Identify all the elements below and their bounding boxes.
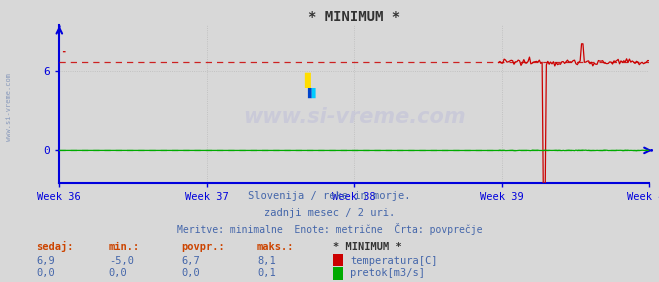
Text: maks.:: maks.: xyxy=(257,242,295,252)
Text: Meritve: minimalne  Enote: metrične  Črta: povprečje: Meritve: minimalne Enote: metrične Črta:… xyxy=(177,223,482,235)
Text: ▌: ▌ xyxy=(307,88,315,98)
Text: ▐: ▐ xyxy=(299,73,310,88)
Text: 0,0: 0,0 xyxy=(109,268,127,278)
Text: pretok[m3/s]: pretok[m3/s] xyxy=(350,268,425,278)
Text: temperatura[C]: temperatura[C] xyxy=(350,256,438,266)
Text: -5,0: -5,0 xyxy=(109,256,134,266)
Text: povpr.:: povpr.: xyxy=(181,242,225,252)
Text: 8,1: 8,1 xyxy=(257,256,275,266)
Text: 0,0: 0,0 xyxy=(181,268,200,278)
Text: www.si-vreme.com: www.si-vreme.com xyxy=(5,73,12,141)
Text: www.si-vreme.com: www.si-vreme.com xyxy=(243,107,465,127)
Text: 0,1: 0,1 xyxy=(257,268,275,278)
Title: * MINIMUM *: * MINIMUM * xyxy=(308,10,400,24)
Text: * MINIMUM *: * MINIMUM * xyxy=(333,242,401,252)
Text: 6,9: 6,9 xyxy=(36,256,55,266)
Text: zadnji mesec / 2 uri.: zadnji mesec / 2 uri. xyxy=(264,208,395,218)
Text: ▐: ▐ xyxy=(307,88,315,98)
Text: 0,0: 0,0 xyxy=(36,268,55,278)
Text: min.:: min.: xyxy=(109,242,140,252)
Text: Slovenija / reke in morje.: Slovenija / reke in morje. xyxy=(248,191,411,201)
Text: sedaj:: sedaj: xyxy=(36,241,74,252)
Text: 6,7: 6,7 xyxy=(181,256,200,266)
